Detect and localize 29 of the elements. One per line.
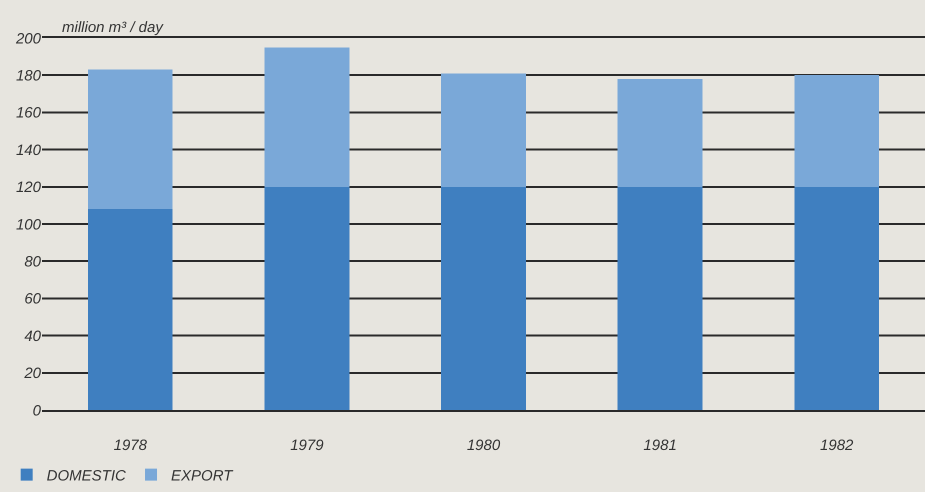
legend-label: EXPORT — [171, 467, 234, 484]
x-tick-label: 1980 — [466, 436, 501, 454]
y-tick-label: 200 — [14, 30, 42, 48]
x-tick-label: 1979 — [290, 436, 324, 454]
bar — [88, 209, 173, 410]
y-tick-label: 180 — [16, 67, 42, 84]
legend-label: DOMESTIC — [46, 467, 126, 484]
bar — [264, 47, 350, 187]
bar — [441, 73, 526, 187]
bar — [618, 78, 702, 187]
x-tick-label: 1981 — [643, 436, 677, 454]
y-tick-label: 40 — [24, 328, 42, 345]
bar — [264, 186, 350, 410]
y-axis-title: million m³ / day — [62, 19, 164, 36]
y-tick-label: 60 — [24, 290, 42, 308]
bar — [794, 186, 880, 410]
bar — [794, 75, 880, 187]
y-tick-label: 20 — [23, 365, 42, 382]
y-tick-label: 120 — [16, 179, 42, 196]
y-tick-label: 100 — [16, 216, 42, 234]
x-tick-label: 1978 — [114, 436, 148, 454]
bar — [88, 70, 173, 210]
y-tick-label: 0 — [32, 402, 42, 420]
bar — [441, 186, 526, 410]
x-tick-label: 1982 — [820, 436, 854, 454]
y-tick-label: 80 — [24, 253, 42, 270]
bar — [618, 186, 702, 410]
y-tick-label: 160 — [16, 104, 42, 122]
y-tick-label: 140 — [16, 142, 42, 159]
